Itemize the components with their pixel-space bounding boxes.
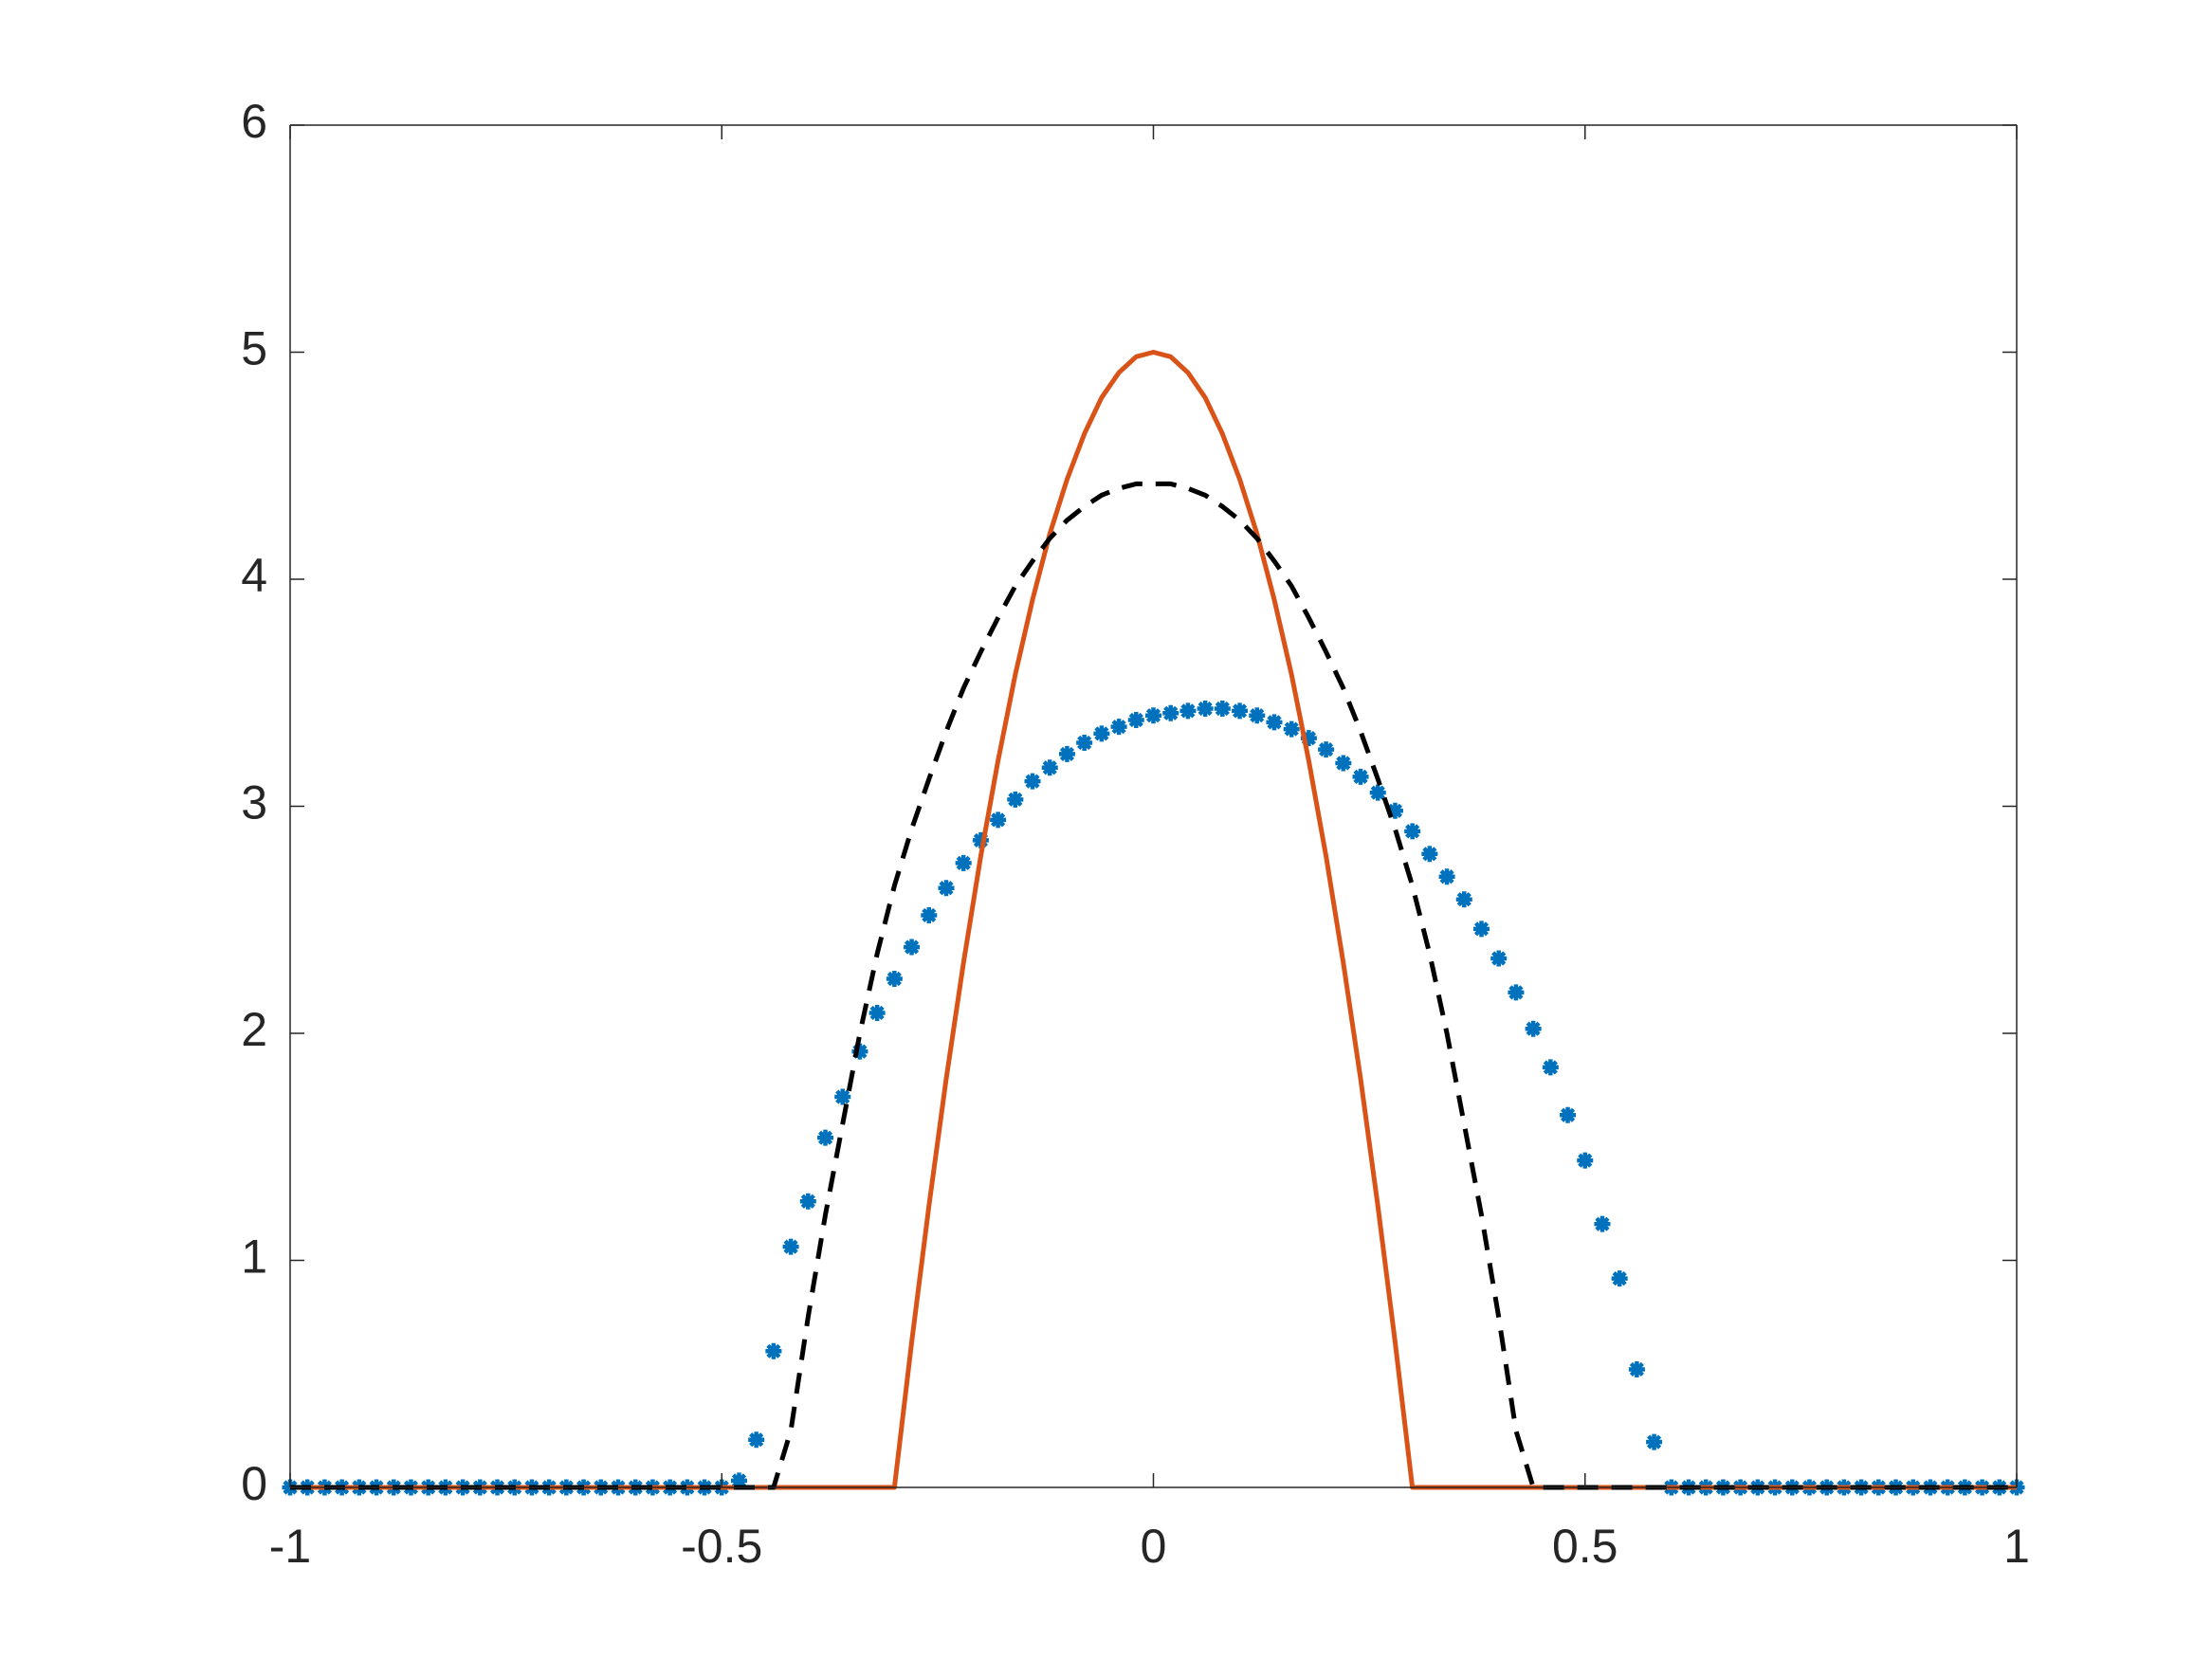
marker <box>1266 714 1283 731</box>
x-tick-label: 1 <box>2003 1520 2030 1573</box>
marker <box>1352 768 1369 785</box>
marker <box>1594 1215 1611 1232</box>
marker <box>1041 759 1058 776</box>
marker <box>972 831 989 848</box>
marker <box>1421 846 1438 863</box>
marker <box>1024 773 1041 790</box>
marker <box>1232 702 1249 720</box>
y-tick-label: 1 <box>241 1231 267 1284</box>
marker <box>1058 745 1075 762</box>
marker <box>1179 702 1197 720</box>
marker <box>1249 707 1266 724</box>
marker <box>748 1431 765 1449</box>
x-tick-label: -0.5 <box>681 1520 762 1573</box>
marker <box>1438 868 1455 885</box>
marker <box>1335 755 1352 772</box>
marker <box>1283 720 1300 738</box>
marker <box>1127 711 1144 728</box>
marker <box>1197 701 1214 718</box>
marker <box>1162 704 1179 721</box>
marker <box>1369 784 1386 801</box>
marker <box>1110 719 1127 736</box>
x-tick-label: -1 <box>269 1520 311 1573</box>
marker <box>765 1342 782 1359</box>
marker <box>1007 791 1024 808</box>
marker <box>1490 950 1508 967</box>
y-tick-label: 3 <box>241 776 267 830</box>
marker <box>782 1238 799 1255</box>
marker <box>1472 921 1490 938</box>
marker <box>1404 823 1421 840</box>
marker <box>1611 1270 1628 1287</box>
marker <box>904 939 921 956</box>
axis-layer: -1 -0.5 0 0.5 1 0 1 2 3 4 5 6 <box>241 95 2030 1573</box>
marker <box>799 1193 816 1210</box>
marker <box>921 906 938 923</box>
marker <box>1542 1059 1559 1076</box>
y-tick-label: 0 <box>241 1457 267 1510</box>
marker <box>1455 891 1472 908</box>
marker <box>1577 1152 1594 1169</box>
marker <box>834 1088 851 1105</box>
marker <box>990 811 1007 829</box>
plot-area <box>290 125 2017 1487</box>
marker <box>730 1472 747 1489</box>
marker <box>1560 1106 1577 1123</box>
marker <box>1508 984 1525 1001</box>
y-tick-label: 6 <box>241 95 267 148</box>
y-tick-label: 2 <box>241 1003 267 1056</box>
marker <box>886 971 903 988</box>
marker <box>1093 725 1110 742</box>
marker <box>1214 701 1231 718</box>
x-tick-label: 0 <box>1141 1520 1167 1573</box>
marker <box>868 1004 886 1021</box>
marker <box>851 1043 868 1060</box>
marker <box>1076 734 1093 751</box>
marker <box>1300 730 1317 747</box>
marker <box>955 854 972 871</box>
marker <box>1318 741 1335 758</box>
y-tick-label: 5 <box>241 322 267 375</box>
marker <box>1525 1020 1542 1037</box>
x-tick-label: 0.5 <box>1552 1520 1618 1573</box>
y-tick-label: 4 <box>241 549 267 602</box>
marker <box>1628 1360 1645 1377</box>
marker <box>1145 707 1161 724</box>
marker <box>817 1129 834 1146</box>
marker <box>1646 1433 1663 1450</box>
marker <box>1386 802 1403 819</box>
marker <box>938 880 955 897</box>
